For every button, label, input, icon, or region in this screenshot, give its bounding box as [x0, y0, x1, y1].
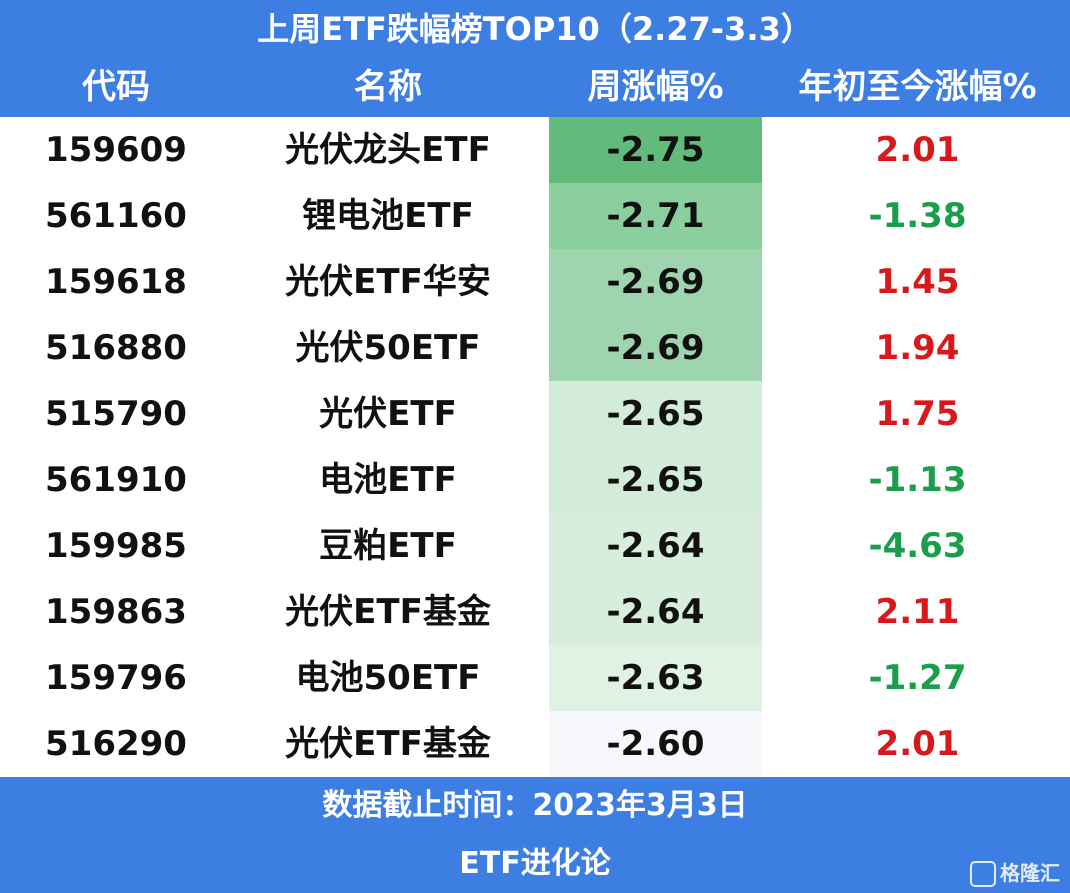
- code: 159985: [45, 526, 187, 566]
- week-change: -2.63: [549, 645, 762, 711]
- name: 光伏ETF基金: [285, 724, 491, 764]
- week-change: -2.60: [549, 711, 762, 777]
- ytd-change: 2.01: [875, 130, 960, 170]
- footer-source: ETF进化论: [459, 846, 611, 881]
- code: 159609: [45, 130, 187, 170]
- code: 561910: [45, 460, 187, 500]
- code: 516880: [45, 328, 187, 368]
- watermark-text: 格隆汇: [1000, 860, 1060, 885]
- column-header: 代码: [82, 67, 150, 107]
- ytd-change: -1.27: [868, 658, 967, 698]
- ytd-change: 1.94: [875, 328, 960, 368]
- name: 光伏龙头ETF: [285, 130, 491, 170]
- week-change: -2.64: [549, 513, 762, 579]
- column-header: 年初至今涨幅%: [798, 67, 1037, 107]
- week-change: -2.71: [549, 183, 762, 249]
- code: 159796: [45, 658, 187, 698]
- title: 上周ETF跌幅榜TOP10（2.27-3.3）: [257, 10, 813, 48]
- name: 电池50ETF: [295, 658, 481, 698]
- ytd-change: 1.75: [875, 394, 960, 434]
- name: 光伏ETF: [319, 394, 457, 434]
- code: 561160: [45, 196, 187, 236]
- code: 159618: [45, 262, 187, 302]
- ytd-change: -1.13: [868, 460, 967, 500]
- ytd-change: 2.01: [875, 724, 960, 764]
- name: 光伏ETF华安: [285, 262, 491, 302]
- week-change: -2.64: [549, 579, 762, 645]
- name: 电池ETF: [319, 460, 457, 500]
- week-change: -2.65: [549, 381, 762, 447]
- header-bar: 上周ETF跌幅榜TOP10（2.27-3.3）: [0, 0, 1070, 117]
- ytd-change: 1.45: [875, 262, 960, 302]
- footer-date: 数据截止时间：2023年3月3日: [322, 788, 748, 823]
- code: 159863: [45, 592, 187, 632]
- code: 515790: [45, 394, 187, 434]
- ytd-change: -1.38: [868, 196, 967, 236]
- watermark: 格隆汇: [970, 857, 1060, 887]
- name: 光伏ETF基金: [285, 592, 491, 632]
- footer-bar: 数据截止时间：2023年3月3日 ETF进化论 格隆汇: [0, 777, 1070, 893]
- ytd-change: -4.63: [868, 526, 967, 566]
- week-change: -2.75: [549, 117, 762, 183]
- week-change: -2.69: [549, 249, 762, 315]
- name: 豆粕ETF: [319, 526, 457, 566]
- ytd-change: 2.11: [875, 592, 960, 632]
- week-change: -2.65: [549, 447, 762, 513]
- column-header: 名称: [354, 67, 422, 107]
- code: 516290: [45, 724, 187, 764]
- watermark-icon: [970, 861, 996, 887]
- column-header: 周涨幅%: [587, 67, 724, 107]
- name: 锂电池ETF: [302, 196, 474, 236]
- week-change: -2.69: [549, 315, 762, 381]
- name: 光伏50ETF: [295, 328, 481, 368]
